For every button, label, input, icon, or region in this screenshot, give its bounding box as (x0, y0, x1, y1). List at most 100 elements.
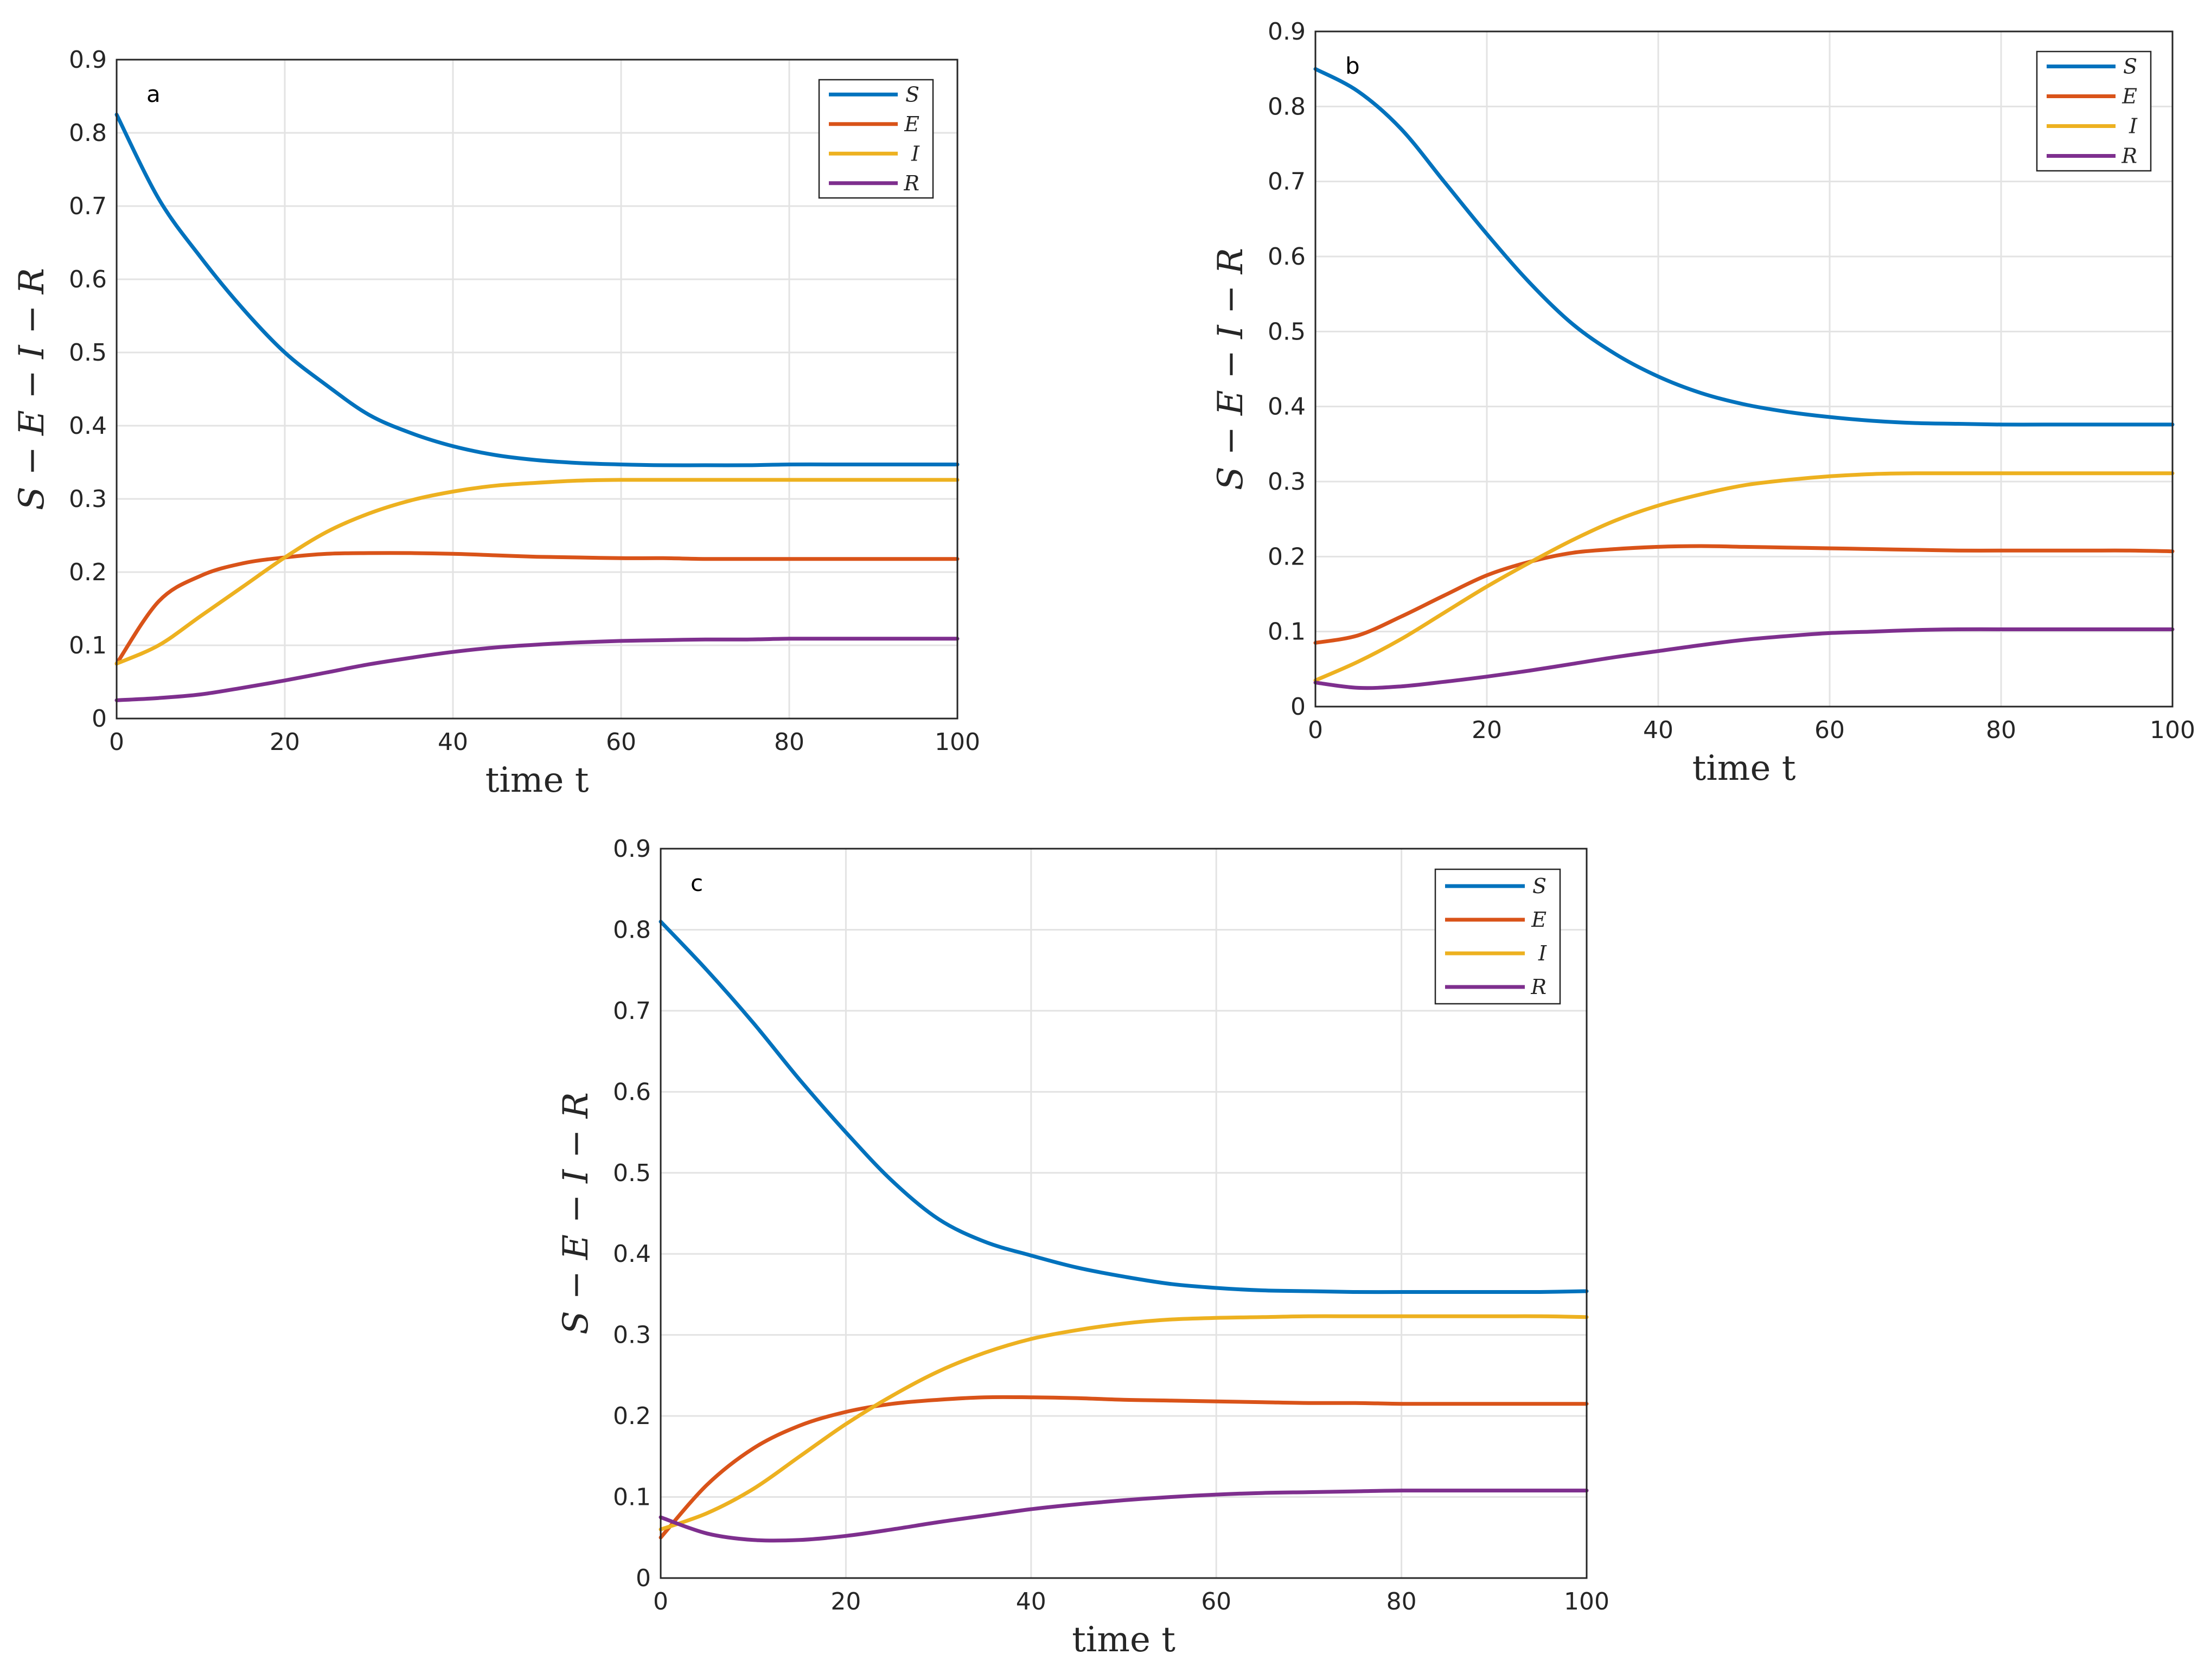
x-tick-label: 20 (270, 728, 300, 756)
y-tick-label: 0.8 (69, 119, 107, 147)
y-tick-label: 0.2 (69, 559, 107, 586)
x-tick-label: 100 (2150, 716, 2195, 744)
y-tick-label: 0.2 (1268, 543, 1306, 570)
y-tick-label: 0.6 (69, 266, 107, 293)
series-line-R (114, 637, 960, 702)
legend-box (818, 79, 934, 199)
legend-label-R: R (2121, 144, 2137, 168)
y-tick-label: 0.3 (69, 485, 107, 513)
y-axis-label: S − E − I − R (556, 1092, 596, 1335)
y-tick-label: 0.4 (69, 412, 107, 440)
legend-box (1434, 868, 1561, 1005)
series-line-S (659, 920, 1589, 1294)
legend-box (2036, 50, 2152, 172)
legend-label-E: E (2121, 85, 2137, 108)
y-tick-label: 0.5 (69, 339, 107, 367)
legend-label-E: E (904, 112, 919, 136)
grid-lines (117, 60, 957, 719)
y-tick-label: 0.9 (613, 835, 651, 863)
series-line-S (1313, 67, 2175, 427)
y-tick-label: 0 (636, 1564, 651, 1592)
x-tick-label: 60 (1814, 716, 1845, 744)
grid-lines (661, 849, 1587, 1578)
y-tick-label: 0.7 (69, 193, 107, 220)
x-tick-label: 0 (653, 1588, 668, 1615)
y-tick-label: 0.8 (613, 916, 651, 944)
y-tick-label: 0 (1290, 693, 1306, 721)
legend-label-R: R (903, 171, 919, 195)
legend-label-S: S (1532, 874, 1547, 898)
y-tick-label: 0.5 (1268, 318, 1306, 345)
y-tick-label: 0.9 (1268, 18, 1306, 46)
series-line-E (1313, 544, 2175, 645)
y-tick-label: 0.5 (613, 1159, 651, 1187)
y-tick-labels: 0 0.1 0.2 0.3 0.4 0.5 0.6 0.7 0.8 0.9 (69, 46, 107, 733)
x-axis-label: time t (1692, 748, 1796, 788)
x-tick-label: 60 (606, 728, 636, 756)
grid-lines (1315, 31, 2172, 707)
panel-a: 0 20 40 60 80 100 0 0.1 0.2 0.3 0.4 0.5 0.6 0.7 0.8 0.… (12, 46, 980, 800)
legend-label-R: R (1530, 975, 1547, 999)
x-tick-label: 40 (1016, 1588, 1046, 1615)
series-line-I (659, 1314, 1589, 1531)
y-tick-label: 0.1 (1268, 618, 1306, 646)
plot-area (1315, 31, 2172, 707)
series-line-E (114, 551, 960, 666)
x-tick-label: 40 (1643, 716, 1673, 744)
x-tick-label: 20 (1472, 716, 1502, 744)
series-line-R (1313, 627, 2175, 690)
plot-frame (660, 848, 1588, 1579)
x-tick-labels: 0 20 40 60 80 100 (653, 1588, 1609, 1615)
y-tick-label: 0 (92, 705, 107, 733)
plot-frame (116, 59, 958, 720)
series-line-S (114, 112, 960, 467)
y-tick-label: 0.3 (613, 1322, 651, 1349)
legend-label-E: E (1531, 908, 1547, 932)
x-tick-label: 20 (830, 1588, 861, 1615)
y-tick-label: 0.8 (1268, 93, 1306, 120)
series-line-R (659, 1489, 1589, 1543)
y-tick-label: 0.7 (613, 997, 651, 1025)
y-tick-labels: 0 0.1 0.2 0.3 0.4 0.5 0.6 0.7 0.8 0.9 (613, 835, 651, 1592)
series-lines (1313, 67, 2175, 690)
x-axis-label: time t (485, 760, 589, 800)
panel-c: 0 20 40 60 80 100 0 0.1 0.2 0.3 0.4 0.5 0.6 0.7 0.8 0.… (556, 835, 1609, 1660)
x-tick-label: 100 (935, 728, 980, 756)
y-tick-label: 0.9 (69, 46, 107, 74)
legend-label-I: I (911, 142, 920, 165)
y-tick-labels: 0 0.1 0.2 0.3 0.4 0.5 0.6 0.7 0.8 0.9 (1268, 18, 1306, 721)
panel-label: a (146, 81, 161, 107)
series-line-E (659, 1395, 1589, 1540)
y-tick-label: 0.6 (613, 1078, 651, 1106)
y-axis-label: S − E − I − R (12, 268, 52, 510)
panel-label: b (1345, 53, 1360, 79)
plot-area (117, 60, 957, 719)
x-tick-label: 0 (1308, 716, 1323, 744)
x-axis-label: time t (1072, 1620, 1175, 1660)
x-tick-label: 0 (109, 728, 124, 756)
y-tick-label: 0.6 (1268, 243, 1306, 271)
legend-label-S: S (2123, 55, 2137, 79)
series-line-I (1313, 471, 2175, 683)
y-tick-label: 0.4 (1268, 393, 1306, 421)
plot-area (661, 849, 1587, 1578)
y-tick-label: 0.1 (69, 632, 107, 659)
x-tick-label: 60 (1201, 1588, 1231, 1615)
y-tick-label: 0.1 (613, 1484, 651, 1511)
y-tick-label: 0.3 (1268, 468, 1306, 496)
y-axis-label: S − E − I − R (1211, 248, 1251, 490)
x-tick-label: 40 (438, 728, 468, 756)
y-tick-label: 0.4 (613, 1240, 651, 1268)
panel-b: 0 20 40 60 80 100 0 0.1 0.2 0.3 0.4 0.5 0.6 0.7 0.8 0.… (1211, 18, 2195, 788)
y-tick-label: 0.7 (1268, 168, 1306, 196)
series-lines (659, 920, 1589, 1543)
x-tick-labels: 0 20 40 60 80 100 (109, 728, 980, 756)
x-tick-label: 80 (774, 728, 804, 756)
legend-label-I: I (2129, 114, 2138, 138)
series-line-I (114, 478, 960, 666)
x-tick-labels: 0 20 40 60 80 100 (1308, 716, 2195, 744)
